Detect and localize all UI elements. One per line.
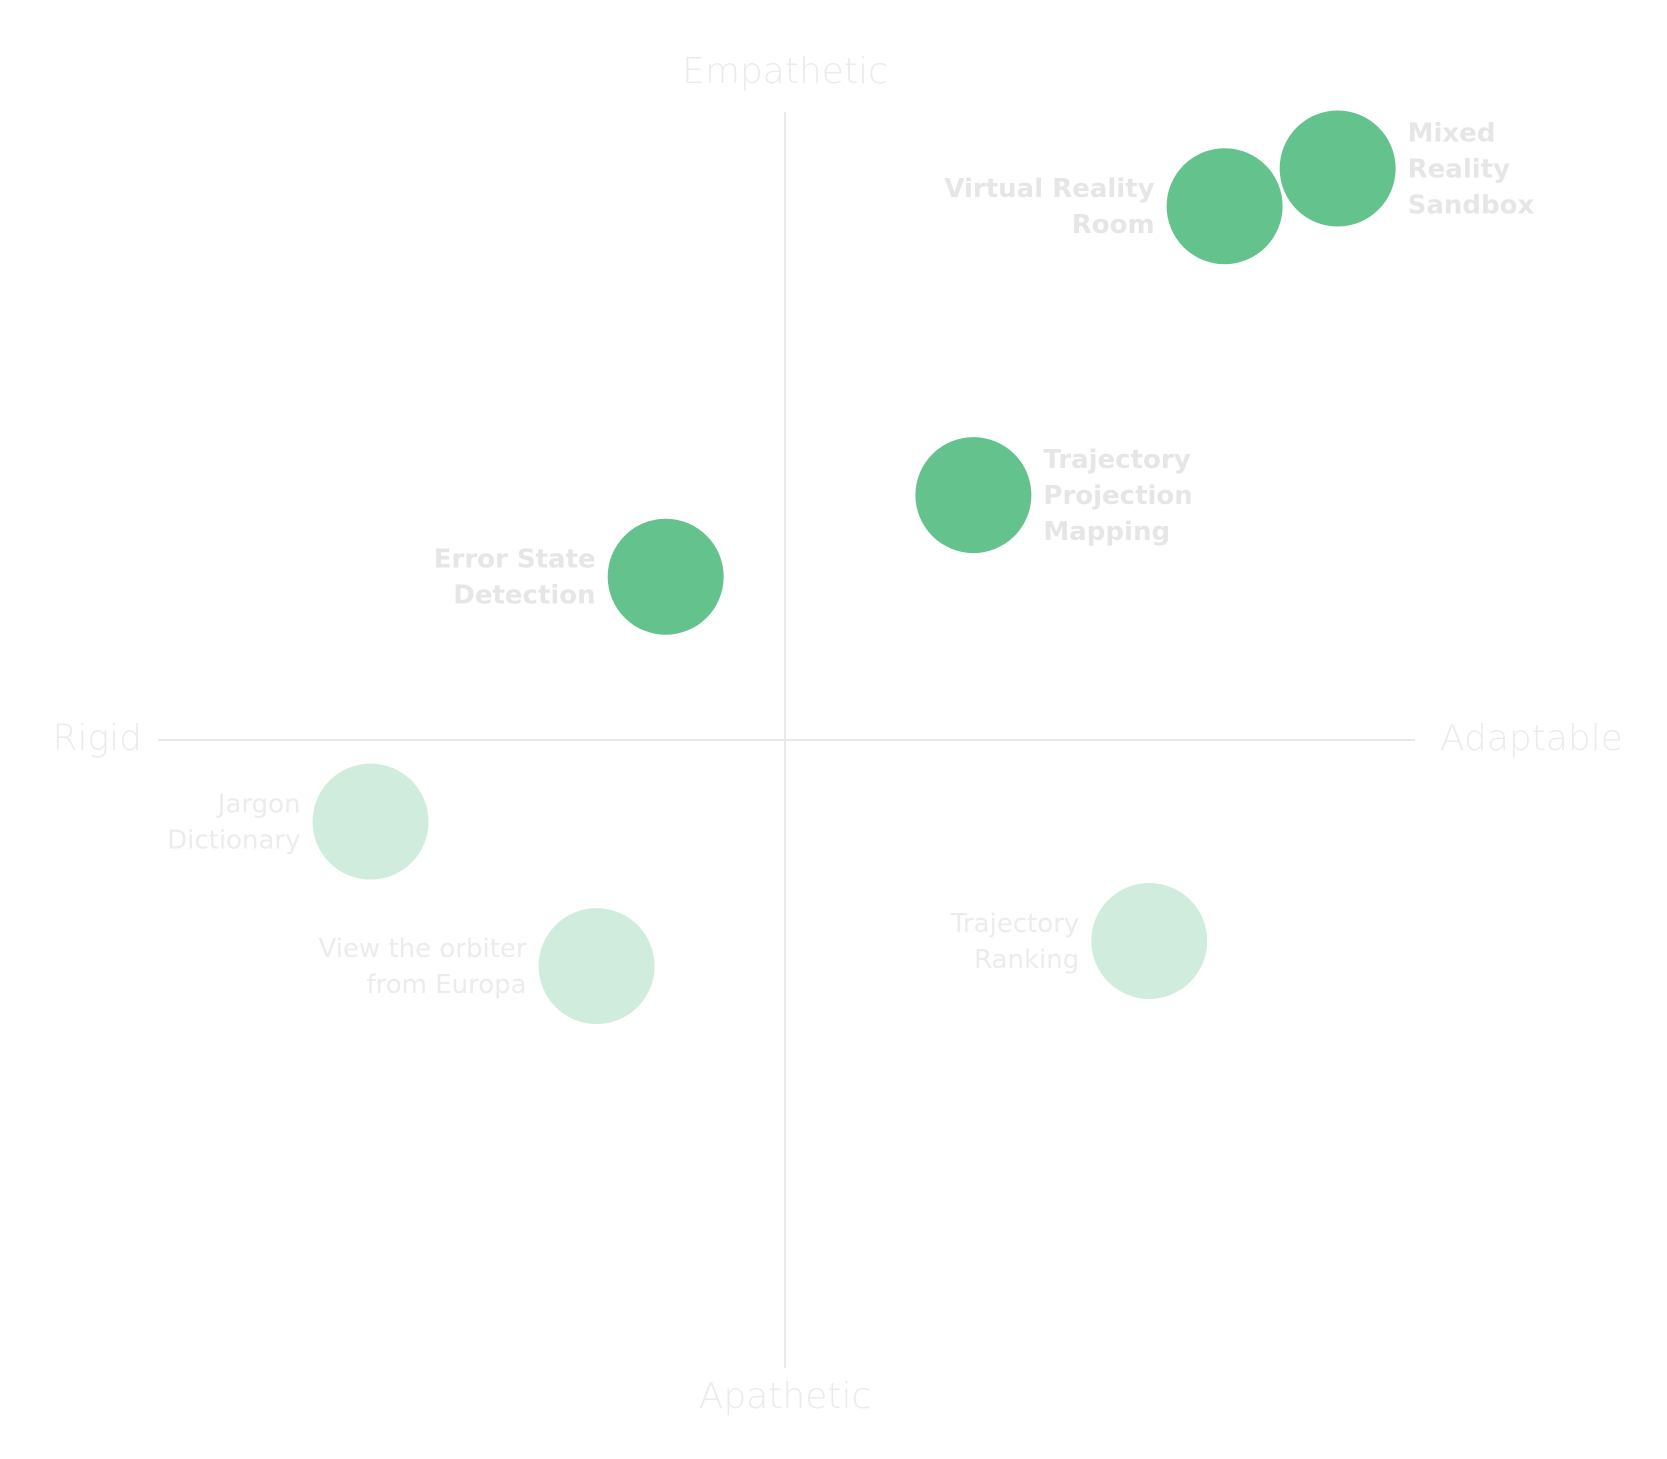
item-virtual-reality-room: Virtual Reality Room [944,148,1283,265]
item-mixed-reality-sandbox: Mixed Reality Sandbox [1279,110,1535,227]
item-label-line: Reality [1408,155,1510,185]
item-label-line: Dictionary [167,826,300,856]
axis-label-right: Adaptable [1440,718,1623,759]
item-label-line: Virtual Reality [944,174,1154,204]
item-label-line: Mapping [1043,517,1170,547]
item-label-line: Room [1072,210,1155,240]
item-label: Error State Detection [434,545,596,611]
item-label: Mixed Reality Sandbox [1408,119,1535,221]
item-label-line: Ranking [974,945,1079,975]
item-circle [1166,148,1283,265]
axis-label-left: Rigid [53,718,142,759]
axis-label-bottom: Apathetic [699,1376,872,1417]
item-label: Virtual Reality Room [944,174,1154,240]
item-circle [1091,882,1208,999]
item-error-state-detection: Error State Detection [434,518,724,635]
item-trajectory-projection-mapping: Trajectory Projection Mapping [915,437,1193,554]
item-label-line: Detection [453,581,595,611]
axis-label-top: Empathetic [682,51,888,92]
item-label-line: Mixed [1408,119,1496,149]
item-circle [312,763,429,880]
item-jargon-dictionary: Jargon Dictionary [167,763,429,880]
item-label-line: from Europa [366,970,526,1000]
item-label-line: Sandbox [1408,191,1535,221]
item-label: Trajectory Ranking [950,909,1079,975]
item-view-the-orbiter-from-europa: View the orbiter from Europa [318,908,655,1025]
item-circle [915,437,1032,554]
item-label-line: View the orbiter [318,934,526,964]
item-circle [607,518,724,635]
item-label: Jargon Dictionary [167,790,300,856]
item-trajectory-ranking: Trajectory Ranking [950,882,1208,999]
items-layer: Mixed Reality Sandbox Virtual Reality Room Tr… [167,110,1535,1025]
item-label: View the orbiter from Europa [318,934,526,1000]
item-label-line: Trajectory [1043,445,1190,475]
item-circle [538,908,655,1025]
item-label-line: Error State [434,545,596,575]
item-label-line: Projection [1043,481,1192,511]
item-label: Trajectory Projection Mapping [1043,445,1192,547]
item-label-line: Jargon [216,790,301,820]
item-label-line: Trajectory [950,909,1079,939]
item-circle [1279,110,1396,227]
